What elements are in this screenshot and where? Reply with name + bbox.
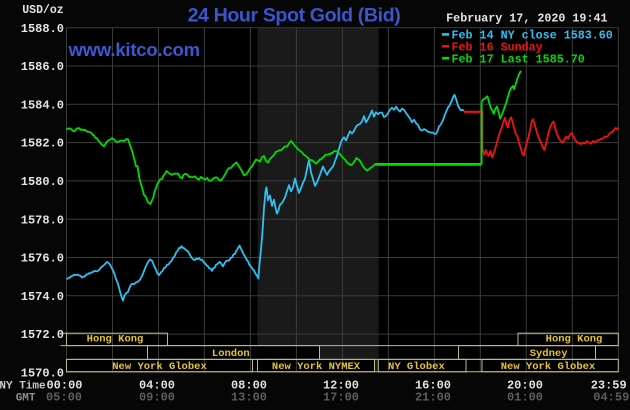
svg-text:17:00: 17:00 [323, 391, 359, 405]
svg-text:Feb 17 Last 1585.70: Feb 17 Last 1585.70 [452, 52, 585, 66]
svg-text:00:00: 00:00 [46, 379, 82, 393]
svg-text:01:00: 01:00 [507, 391, 543, 405]
svg-text:23:59: 23:59 [591, 379, 627, 393]
svg-text:16:00: 16:00 [415, 379, 451, 393]
svg-text:NY Time: NY Time [0, 381, 46, 393]
svg-text:13:00: 13:00 [231, 391, 267, 405]
svg-text:04:00: 04:00 [139, 379, 175, 393]
svg-text:09:00: 09:00 [139, 391, 175, 405]
svg-text:05:00: 05:00 [46, 391, 82, 405]
svg-text:08:00: 08:00 [231, 379, 267, 393]
svg-text:1572.0: 1572.0 [21, 328, 64, 342]
svg-text:1584.0: 1584.0 [21, 98, 64, 112]
svg-text:Hong Kong: Hong Kong [546, 334, 603, 346]
svg-text:GMT: GMT [16, 393, 36, 405]
svg-text:1578.0: 1578.0 [21, 213, 64, 227]
svg-text:1580.0: 1580.0 [21, 175, 64, 189]
svg-text:1570.0: 1570.0 [21, 367, 64, 381]
svg-text:New York Globex: New York Globex [501, 361, 596, 373]
svg-text:London: London [212, 348, 250, 360]
svg-text:24 Hour Spot Gold (Bid): 24 Hour Spot Gold (Bid) [188, 4, 401, 26]
svg-text:New York Globex: New York Globex [112, 361, 207, 373]
svg-text:21:00: 21:00 [415, 391, 451, 405]
svg-text:1574.0: 1574.0 [21, 290, 64, 304]
svg-text:Feb 14 NY close 1583.60: Feb 14 NY close 1583.60 [452, 29, 613, 43]
svg-text:NY Globex: NY Globex [388, 361, 445, 373]
svg-text:12:00: 12:00 [323, 379, 359, 393]
svg-text:USD/oz: USD/oz [22, 4, 64, 17]
svg-text:1576.0: 1576.0 [21, 252, 64, 266]
svg-text:February 17, 2020 19:41: February 17, 2020 19:41 [446, 12, 607, 26]
svg-text:www.kitco.com: www.kitco.com [68, 39, 200, 60]
svg-text:04:59: 04:59 [593, 391, 629, 405]
svg-text:Hong Kong: Hong Kong [87, 334, 144, 346]
svg-text:1588.0: 1588.0 [21, 22, 64, 36]
svg-text:20:00: 20:00 [507, 379, 543, 393]
svg-text:Sydney: Sydney [530, 348, 569, 360]
svg-text:1582.0: 1582.0 [21, 137, 64, 151]
svg-text:New York NYMEX: New York NYMEX [272, 361, 361, 373]
svg-text:1586.0: 1586.0 [21, 60, 64, 74]
svg-text:Feb 16 Sunday: Feb 16 Sunday [452, 41, 543, 55]
